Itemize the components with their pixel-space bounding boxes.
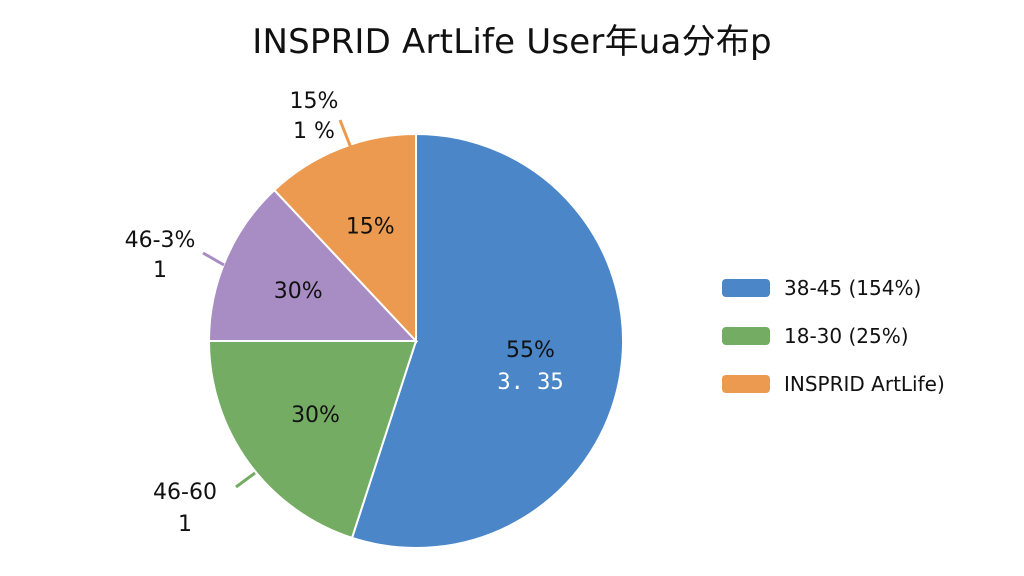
slice-label-1: 30% bbox=[291, 403, 340, 428]
slice-sublabel-0: 3. 35 bbox=[497, 370, 563, 395]
pie-slice-0 bbox=[350, 132, 624, 549]
callout-label-3-1: 1 % bbox=[293, 119, 335, 144]
slice-label-2: 30% bbox=[274, 279, 323, 304]
pie-slice-1 bbox=[207, 340, 418, 540]
callout-label-1-1: 1 bbox=[178, 512, 192, 537]
legend-item-2: INSPRID ArtLife) bbox=[722, 360, 1022, 408]
pie-slice-2 bbox=[207, 188, 419, 342]
legend-swatch-1 bbox=[722, 327, 770, 345]
callout-label-3-0: 15% bbox=[290, 89, 339, 114]
legend-label-0: 38-45 (154%) bbox=[784, 276, 922, 300]
legend-item-1: 18-30 (25%) bbox=[722, 312, 1022, 360]
callout-line-2 bbox=[202, 251, 225, 267]
callout-line-1 bbox=[235, 471, 256, 489]
legend: 38-45 (154%) 18-30 (25%) INSPRID ArtLife) bbox=[722, 264, 1022, 408]
callout-label-2-1: 1 bbox=[153, 258, 167, 283]
legend-swatch-0 bbox=[722, 279, 770, 297]
callout-label-1-0: 46-60 bbox=[153, 480, 217, 505]
legend-swatch-2 bbox=[722, 375, 770, 393]
pie-slice-3 bbox=[272, 132, 417, 344]
slice-label-3: 15% bbox=[346, 215, 395, 240]
chart-title: INSPRID ArtLife User年ua分布p bbox=[252, 22, 772, 62]
legend-item-0: 38-45 (154%) bbox=[722, 264, 1022, 312]
slice-label-0: 55% bbox=[506, 338, 555, 363]
legend-label-2: INSPRID ArtLife) bbox=[784, 372, 945, 396]
legend-label-1: 18-30 (25%) bbox=[784, 324, 909, 348]
callout-line-3 bbox=[338, 119, 353, 149]
callout-label-2-0: 46-3% bbox=[125, 228, 196, 253]
